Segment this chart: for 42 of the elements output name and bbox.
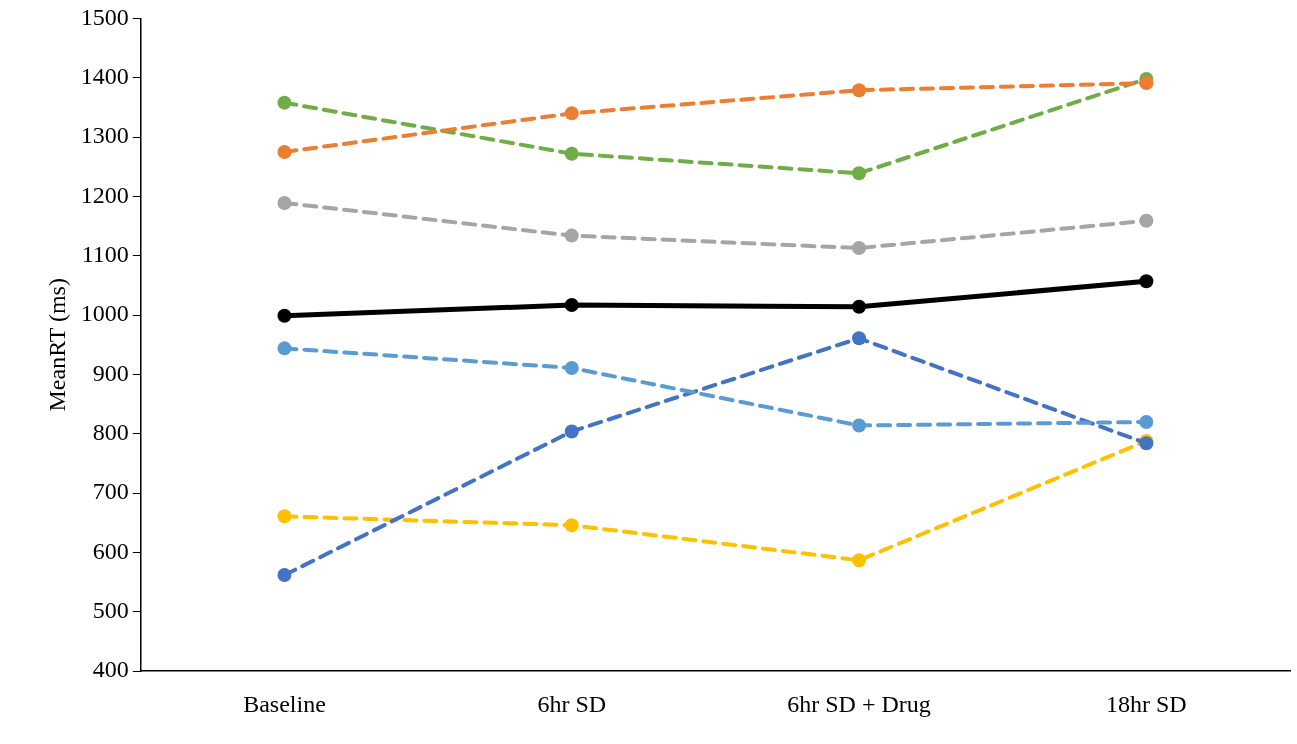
x-tick-label: 6hr SD [537,690,607,717]
point [277,308,292,323]
point [564,518,579,533]
y-tick-label: 700 [92,478,129,505]
point [1139,76,1154,91]
point [852,241,867,256]
y-tick-label: 1100 [81,241,129,268]
y-tick-label: 1500 [80,3,129,30]
point [277,341,292,356]
point [564,424,579,439]
x-tick-label: Baseline [243,690,326,717]
y-tick-label: 800 [92,419,129,446]
point [852,331,867,346]
point [1139,213,1154,228]
y-tick-label: 1300 [80,122,129,149]
point [564,298,579,313]
y-tick-label: 1400 [80,63,129,90]
point [277,95,292,110]
y-tick-label: 1000 [80,300,129,327]
point [852,299,867,314]
point [277,195,292,210]
point [1139,414,1154,429]
point [852,166,867,181]
point [564,360,579,375]
x-tick-label: 6hr SD + Drug [787,690,931,717]
y-tick-label: 900 [92,359,129,386]
point [564,146,579,161]
point [852,83,867,98]
y-tick-label: 400 [92,656,129,683]
y-tick-label: 600 [92,537,129,564]
point [1139,274,1154,289]
point [277,144,292,159]
y-tick-label: 1200 [80,181,129,208]
point [277,568,292,583]
point [564,106,579,121]
point [852,418,867,433]
y-tick-label: 500 [92,597,129,624]
x-tick-label: 18hr SD [1106,690,1187,717]
point [277,509,292,524]
point [564,228,579,243]
point [852,553,867,568]
y-axis-title: MeanRT (ms) [43,278,70,412]
